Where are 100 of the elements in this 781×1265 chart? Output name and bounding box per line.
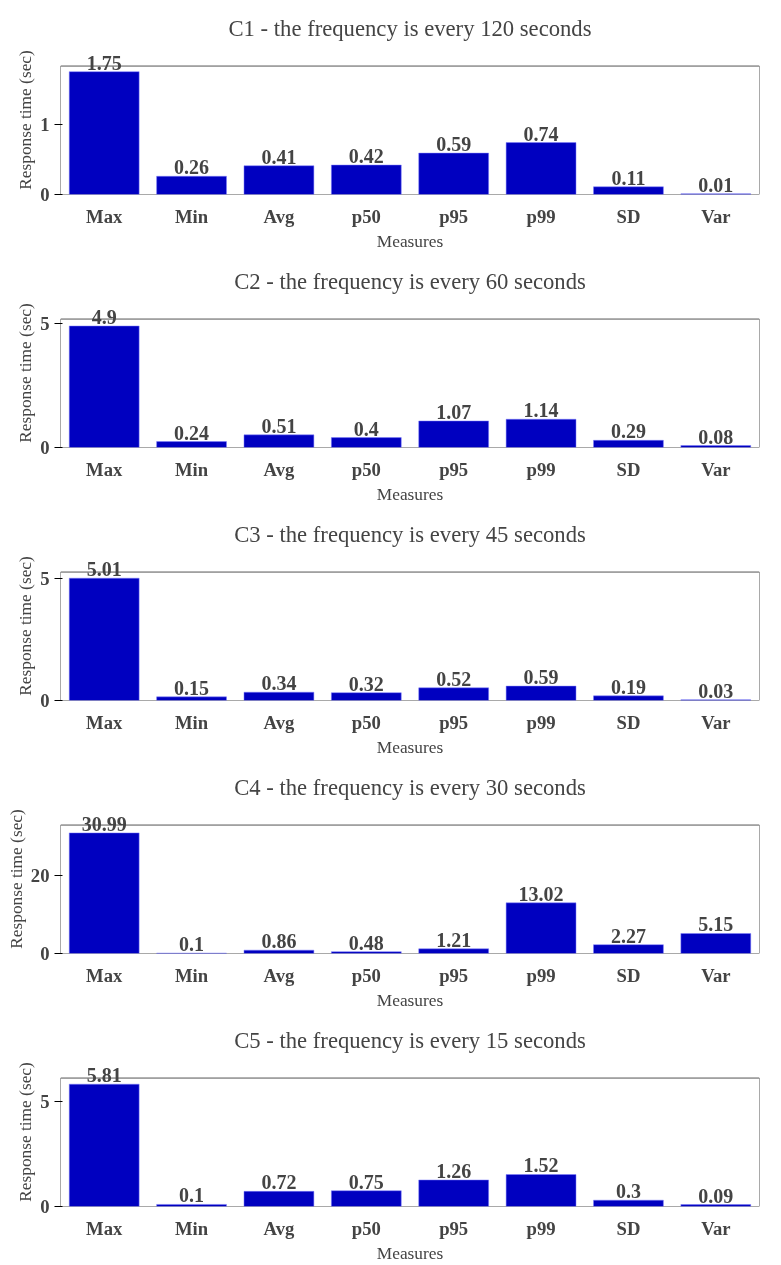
bar: [418, 152, 489, 195]
y-tick-label: 5: [40, 1090, 50, 1112]
data-label: 0.29: [610, 420, 646, 443]
data-label: 0.08: [698, 425, 734, 448]
data-label: 0.26: [174, 156, 210, 179]
x-tick-label: SD: [616, 711, 641, 733]
data-label: 1.26: [436, 1159, 472, 1182]
x-tick-label: Min: [174, 711, 209, 733]
bar: [331, 1190, 402, 1207]
bar: [593, 695, 664, 701]
y-axis-title: Response time (sec): [16, 556, 36, 696]
data-label: 13.02: [518, 882, 564, 905]
data-label: 0.32: [348, 672, 384, 695]
x-tick-label: p99: [526, 711, 556, 733]
data-label: 0.72: [261, 1171, 297, 1194]
data-label: 5.81: [86, 1064, 122, 1087]
x-tick-label: p50: [351, 205, 381, 227]
x-axis-title: Measures: [376, 737, 444, 757]
y-tick-label: 0: [40, 437, 50, 458]
x-tick-label: SD: [616, 458, 641, 480]
data-label: 0.4: [353, 417, 379, 440]
x-tick-label: Max: [86, 458, 123, 480]
y-tick-label: 0: [40, 184, 50, 205]
data-label: 4.9: [91, 305, 117, 328]
bar: [68, 832, 140, 954]
y-tick-label: 5: [40, 313, 50, 335]
bar: [593, 186, 664, 195]
x-tick-label: SD: [616, 205, 641, 227]
x-axis-title: Measures: [376, 990, 444, 1010]
x-tick-label: Var: [701, 1217, 731, 1239]
data-label: 0.86: [261, 930, 297, 953]
x-tick-label: p95: [439, 205, 469, 227]
data-label: 1.75: [86, 51, 122, 74]
bar: [418, 687, 489, 701]
bar: [243, 1191, 315, 1207]
x-tick-label: p95: [439, 458, 469, 480]
y-axis-title: Response time (sec): [16, 50, 36, 190]
bar: [68, 577, 140, 701]
x-axis-title: Measures: [376, 231, 444, 251]
y-tick-label: 0: [40, 690, 50, 711]
data-label: 0.24: [174, 421, 210, 444]
x-tick-label: p50: [351, 1217, 381, 1239]
x-tick-label: p95: [439, 964, 469, 986]
data-label: 0.03: [698, 679, 734, 702]
y-tick-label: 1: [40, 113, 50, 135]
chart-title: C4 - the frequency is every 30 seconds: [234, 774, 586, 800]
x-tick-label: p95: [439, 1217, 469, 1239]
x-tick-label: Max: [86, 711, 123, 733]
y-axis-title: Response time (sec): [6, 809, 26, 949]
x-tick-label: Avg: [263, 1217, 295, 1239]
data-label: 0.59: [523, 666, 559, 689]
x-tick-label: Min: [174, 964, 209, 986]
data-label: 0.11: [611, 166, 646, 189]
data-label: 1.14: [523, 399, 559, 422]
chart-title: C2 - the frequency is every 60 seconds: [234, 268, 586, 294]
data-label: 0.34: [261, 672, 297, 695]
data-label: 0.19: [610, 675, 646, 698]
data-label: 0.41: [261, 145, 297, 168]
bar: [505, 418, 577, 448]
x-tick-label: Avg: [263, 711, 295, 733]
x-tick-label: Min: [174, 1217, 209, 1239]
y-tick-label: 0: [40, 943, 50, 964]
bar: [418, 1179, 489, 1207]
y-tick-label: 0: [40, 1196, 50, 1217]
data-label: 0.42: [348, 145, 384, 168]
chart-title: C5 - the frequency is every 15 seconds: [234, 1027, 586, 1053]
x-tick-label: Avg: [263, 205, 295, 227]
bar: [418, 948, 489, 954]
bar: [68, 71, 140, 195]
x-tick-label: Var: [701, 205, 731, 227]
data-label: 0.59: [436, 133, 472, 156]
bar: [156, 176, 227, 195]
x-tick-label: Var: [701, 458, 731, 480]
x-axis-title: Measures: [376, 484, 444, 504]
bar: [68, 1083, 140, 1207]
x-tick-label: p50: [351, 458, 381, 480]
x-tick-label: p95: [439, 711, 469, 733]
y-tick-label: 5: [40, 567, 50, 589]
bar: [593, 944, 664, 954]
data-label: 1.21: [436, 928, 472, 951]
y-axis-title: Response time (sec): [16, 1062, 36, 1202]
bar: [680, 933, 752, 954]
bar: [331, 164, 402, 195]
data-label: 1.07: [436, 400, 472, 423]
data-label: 0.74: [523, 122, 559, 145]
data-label: 5.15: [698, 913, 734, 936]
bar: [505, 685, 577, 701]
x-tick-label: Avg: [263, 964, 295, 986]
bar: [331, 437, 402, 448]
x-tick-label: p99: [526, 458, 556, 480]
x-tick-label: p99: [526, 964, 556, 986]
bar: [505, 142, 577, 195]
data-label: 0.1: [179, 1184, 205, 1207]
bar: [593, 1199, 664, 1207]
bar: [243, 165, 315, 195]
chart-title: C1 - the frequency is every 120 seconds: [228, 15, 592, 41]
bar: [156, 696, 227, 701]
bar: [331, 692, 402, 701]
data-label: 30.99: [81, 812, 127, 835]
bar: [243, 434, 315, 448]
